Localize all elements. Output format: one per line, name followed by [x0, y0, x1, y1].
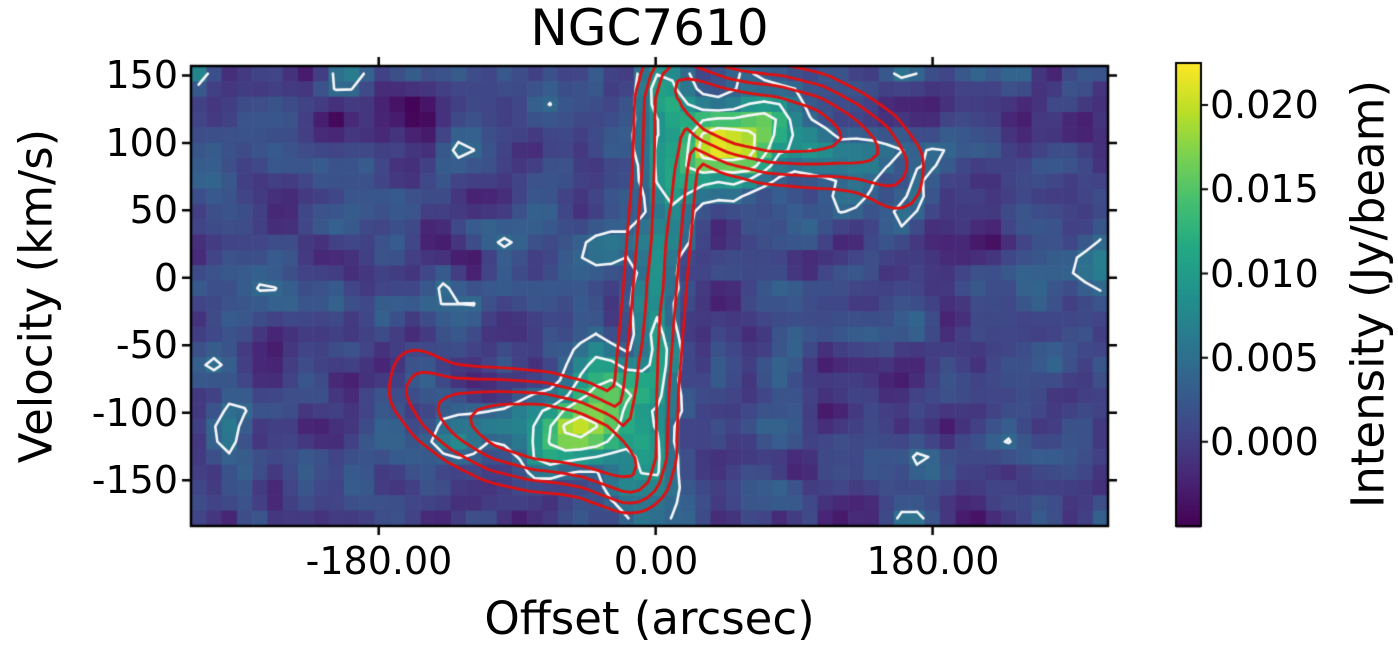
- y-tick-label: 150: [105, 53, 178, 97]
- colorbar-tick-label: 0.020: [1210, 83, 1319, 127]
- x-tick-label: 0.00: [613, 539, 699, 583]
- y-axis-label: Velocity (km/s): [9, 128, 63, 464]
- x-tick-label: -180.00: [305, 539, 453, 583]
- colorbar-tick-label: 0.005: [1210, 336, 1319, 380]
- x-tick-label: 180.00: [866, 539, 1000, 583]
- plot-title: NGC7610: [530, 0, 769, 57]
- y-tick-label: -150: [91, 458, 178, 502]
- x-axis-label: Offset (arcsec): [484, 592, 815, 645]
- y-tick-label: 100: [105, 121, 178, 165]
- colorbar-tick-label: 0.010: [1210, 252, 1319, 296]
- colorbar-tick-label: 0.000: [1210, 420, 1319, 464]
- colorbar-tick-label: 0.015: [1210, 167, 1319, 211]
- y-tick-label: 0: [153, 256, 178, 300]
- y-tick-label: -100: [91, 391, 178, 435]
- colorbar-label: Intensity (Jy/beam): [1341, 79, 1395, 509]
- y-tick-label: 50: [129, 188, 178, 232]
- y-tick-label: -50: [115, 323, 178, 367]
